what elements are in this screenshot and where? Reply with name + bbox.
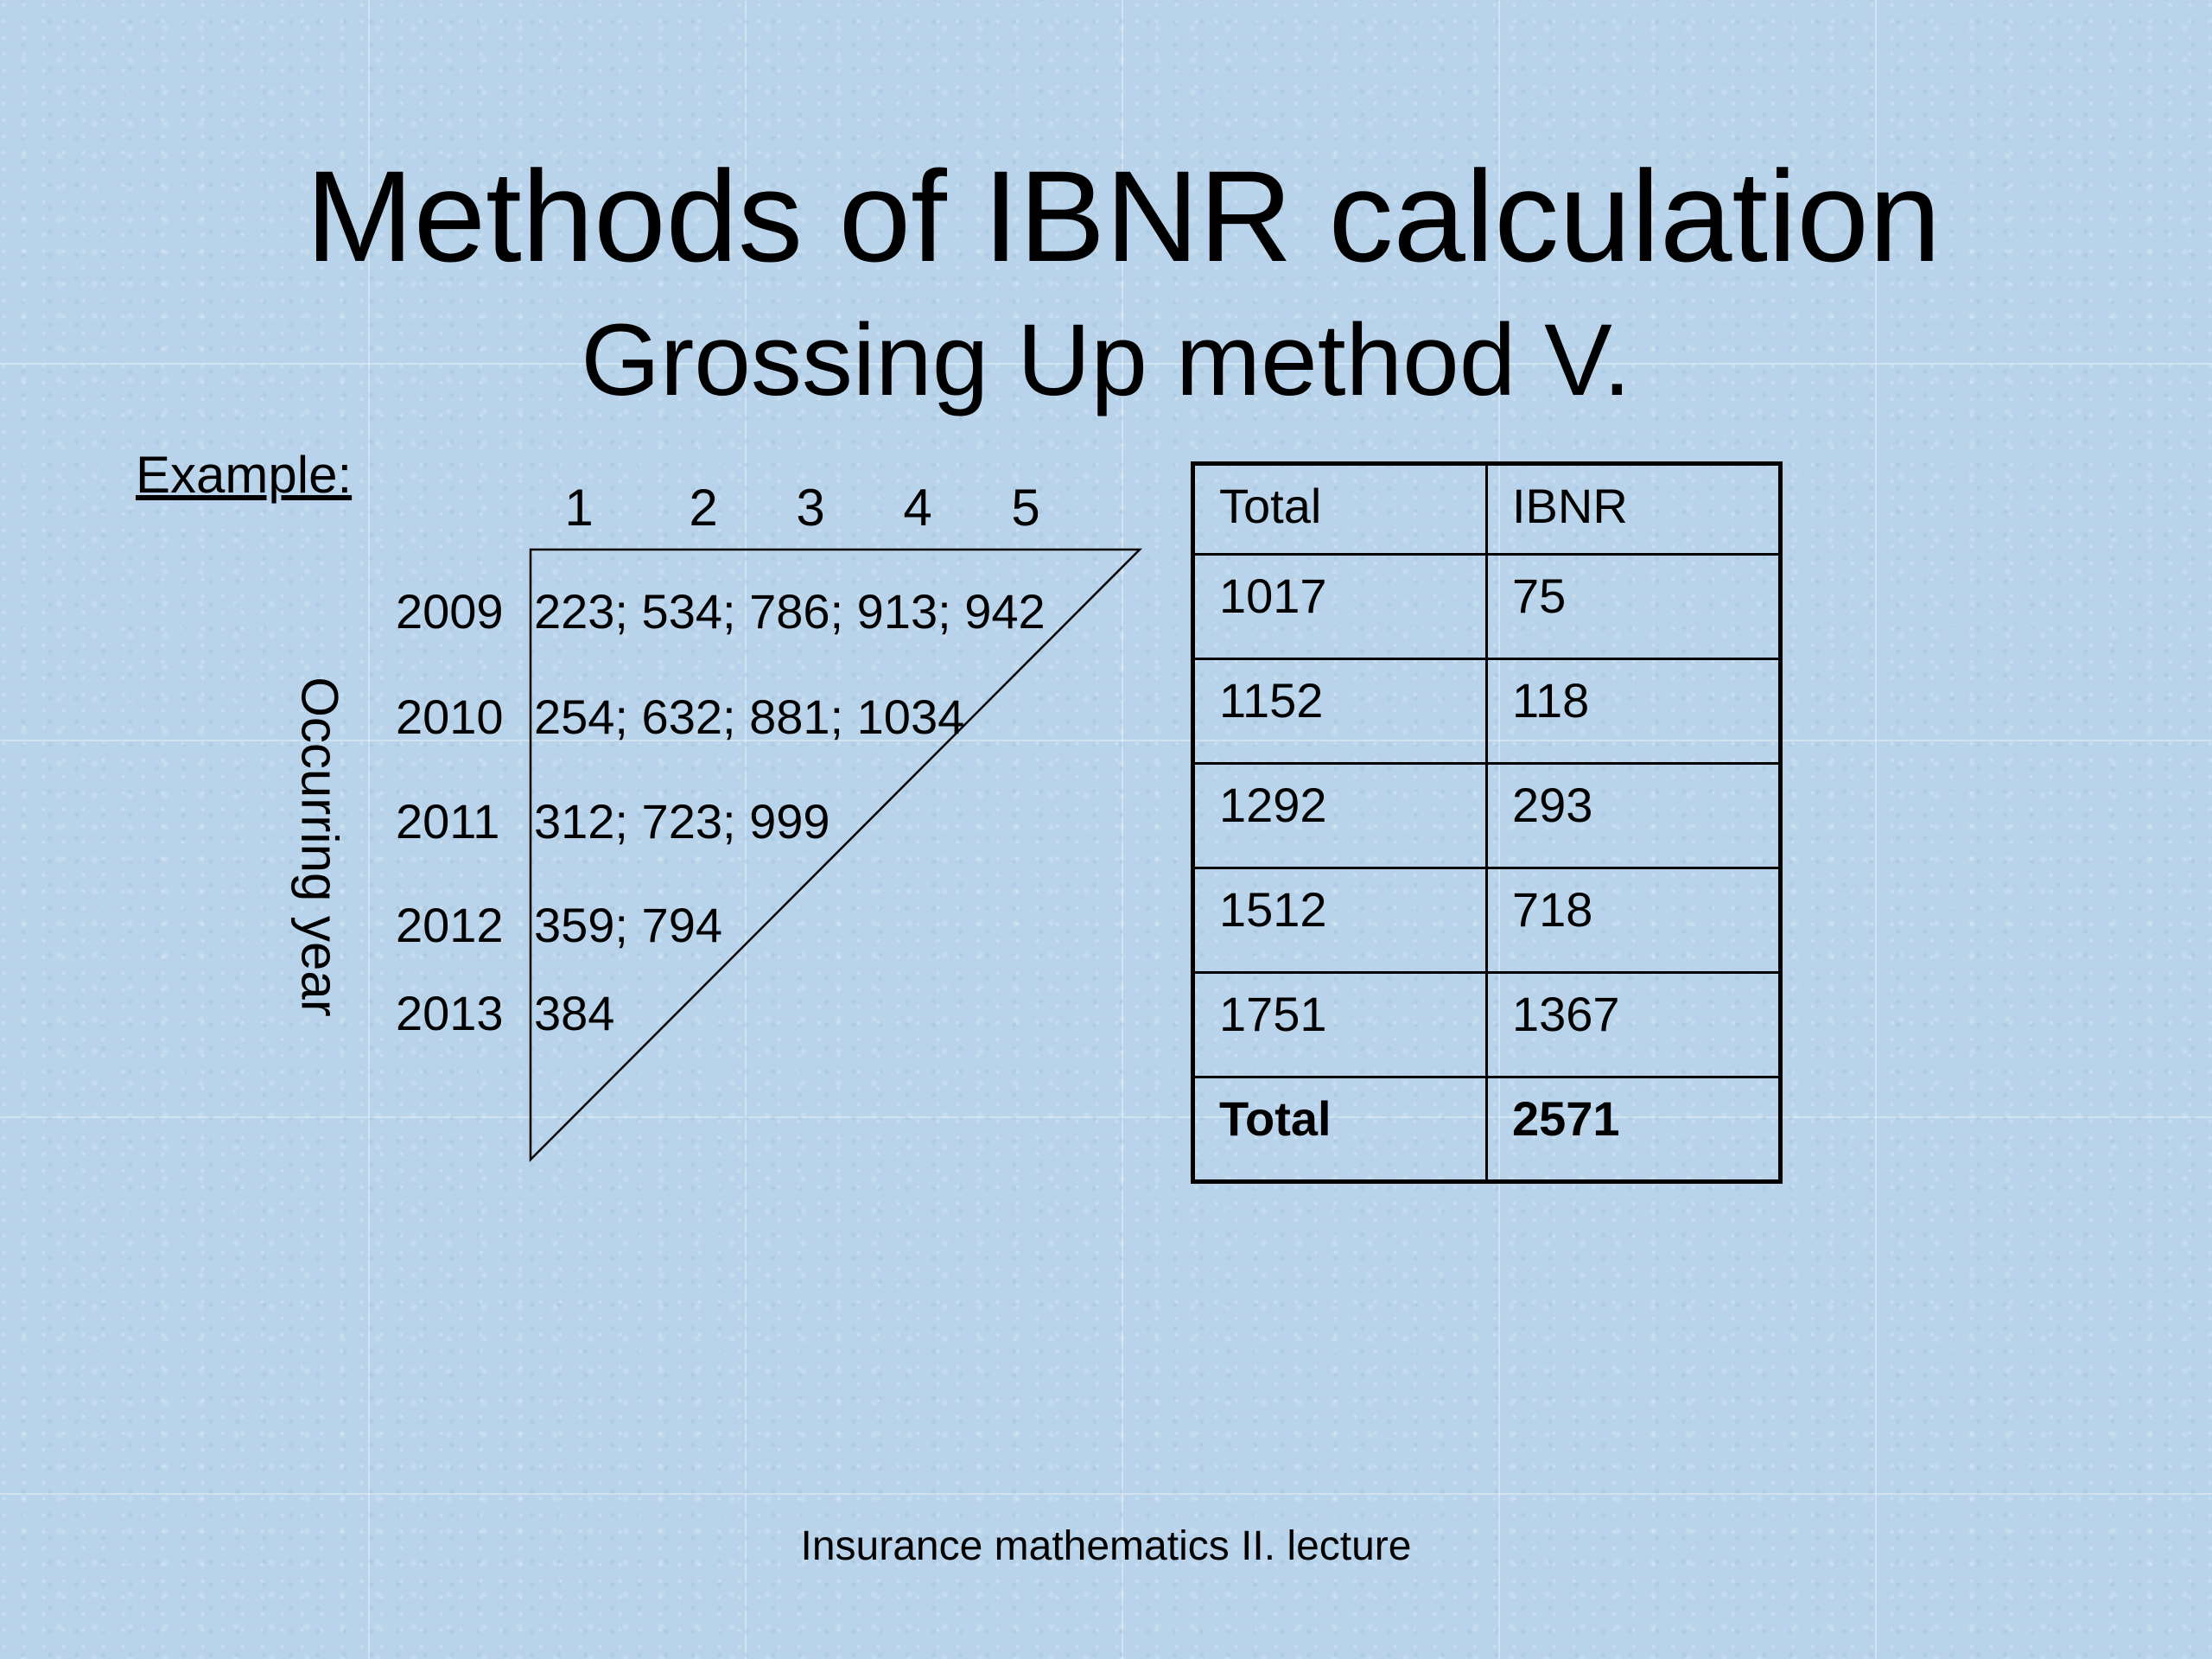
ibnr-cell: 1367 <box>1485 971 1782 1078</box>
example-label: Example: <box>136 446 353 504</box>
dev-period-2: 2 <box>689 479 718 537</box>
ibnr-cell: 118 <box>1485 658 1782 765</box>
occurring-year-axis-label: Occurring year <box>290 677 349 1017</box>
total-label: Total <box>1192 1076 1488 1183</box>
ibnr-total-value: 2571 <box>1485 1076 1782 1183</box>
header-ibnr: IBNR <box>1485 462 1782 556</box>
table-row: 1751 1367 <box>1192 971 1782 1078</box>
ibnr-cell: 718 <box>1485 867 1782 974</box>
table-total-row: Total 2571 <box>1192 1076 1782 1183</box>
table-row: 1512 718 <box>1192 867 1782 974</box>
occurring-year-2013: 2013 <box>396 986 504 1040</box>
dev-period-1: 1 <box>564 479 594 537</box>
dev-period-4: 4 <box>903 479 932 537</box>
total-cell: 1152 <box>1192 658 1488 765</box>
header-total: Total <box>1192 462 1488 556</box>
table-row: 1017 75 <box>1192 553 1782 660</box>
occurring-year-2010: 2010 <box>396 690 504 744</box>
occurring-year-2009: 2009 <box>396 584 504 639</box>
ibnr-cell: 75 <box>1485 553 1782 660</box>
slide-subtitle: Grossing Up method V. <box>581 303 1631 417</box>
total-cell: 1017 <box>1192 553 1488 660</box>
total-cell: 1751 <box>1192 971 1488 1078</box>
triangle-row-2011: 312; 723; 999 <box>534 794 830 849</box>
occurring-year-2011: 2011 <box>396 794 500 849</box>
slide-footer: Insurance mathematics II. lecture <box>800 1523 1412 1569</box>
triangle-row-2012: 359; 794 <box>534 898 722 952</box>
ibnr-table: Total IBNR 1017 75 1152 118 1292 293 151… <box>1191 461 1783 1184</box>
triangle-row-2009: 223; 534; 786; 913; 942 <box>534 584 1046 639</box>
triangle-row-2010: 254; 632; 881; 1034 <box>534 690 965 744</box>
table-row: 1292 293 <box>1192 762 1782 869</box>
total-cell: 1512 <box>1192 867 1488 974</box>
ibnr-cell: 293 <box>1485 762 1782 869</box>
table-header-row: Total IBNR <box>1192 462 1782 556</box>
dev-period-3: 3 <box>796 479 825 537</box>
occurring-year-2012: 2012 <box>396 898 504 952</box>
dev-period-5: 5 <box>1011 479 1040 537</box>
slide-title: Methods of IBNR calculation <box>305 143 1942 289</box>
table-row: 1152 118 <box>1192 658 1782 765</box>
triangle-row-2013: 384 <box>534 986 615 1040</box>
total-cell: 1292 <box>1192 762 1488 869</box>
